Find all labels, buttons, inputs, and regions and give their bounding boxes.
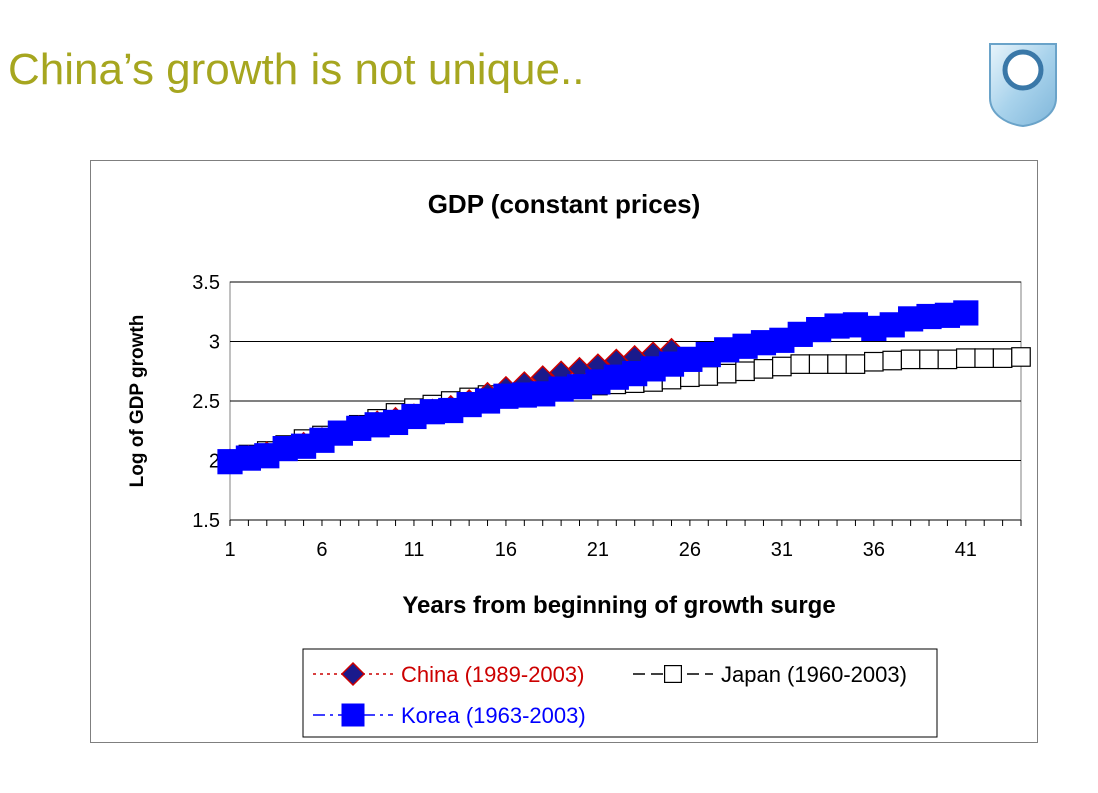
shield-logo-icon: [989, 43, 1057, 128]
legend-marker: [340, 661, 366, 687]
y-tick-label: 1.5: [192, 510, 220, 532]
y-tick-label: 2.5: [192, 391, 220, 413]
x-tick-label: 11: [404, 539, 425, 561]
x-tick-label: 41: [955, 539, 977, 561]
data-point: [863, 351, 884, 372]
y-axis-label: Log of GDP growth: [127, 315, 148, 488]
chart-frame: GDP (constant prices) 1.5 2 2.5 3 3.5 1 6 11 16 2…: [90, 160, 1038, 743]
data-point: [845, 354, 866, 374]
data-point: [992, 348, 1013, 368]
legend-label: Korea (1963-2003): [401, 703, 586, 728]
y-tick-label: 2: [209, 451, 220, 473]
legend-label: China (1989-2003): [401, 662, 584, 687]
legend-marker: [663, 665, 682, 684]
data-point: [882, 350, 903, 371]
data-point: [900, 349, 921, 370]
data-point: [808, 354, 829, 374]
x-tick-label: 36: [863, 539, 885, 561]
data-point: [827, 354, 847, 374]
x-tick-label: 31: [771, 539, 793, 561]
y-tick-label: 3.5: [192, 272, 220, 294]
data-point: [772, 356, 792, 377]
y-tick-label: 3: [209, 332, 220, 354]
data-point: [953, 300, 979, 326]
legend-label: Japan (1960-2003): [721, 662, 907, 687]
x-tick-label: 21: [587, 539, 609, 561]
chart-svg: GDP (constant prices) 1.522.533.51 6 11 16 2…: [127, 189, 1031, 738]
legend: China (1989-2003) Japan (1960-2003) Korea …: [302, 648, 938, 738]
data-point: [974, 348, 995, 368]
data-point: [955, 348, 976, 368]
x-tick-label: 6: [316, 539, 327, 561]
chart-title: GDP (constant prices): [428, 189, 701, 219]
legend-marker: [341, 703, 365, 727]
data-point: [1011, 347, 1031, 367]
x-tick-label: 1: [224, 539, 235, 561]
slide-title: China’s growth is not unique..: [8, 45, 585, 94]
data-point: [937, 349, 958, 370]
x-tick-label: 16: [495, 539, 517, 561]
data-point: [790, 354, 811, 374]
data-point: [735, 361, 755, 382]
x-tick-label: 26: [679, 539, 701, 561]
legend-box: [302, 648, 938, 738]
x-axis-label: Years from beginning of growth surge: [402, 592, 835, 619]
data-point: [919, 349, 939, 370]
data-point: [753, 359, 774, 379]
